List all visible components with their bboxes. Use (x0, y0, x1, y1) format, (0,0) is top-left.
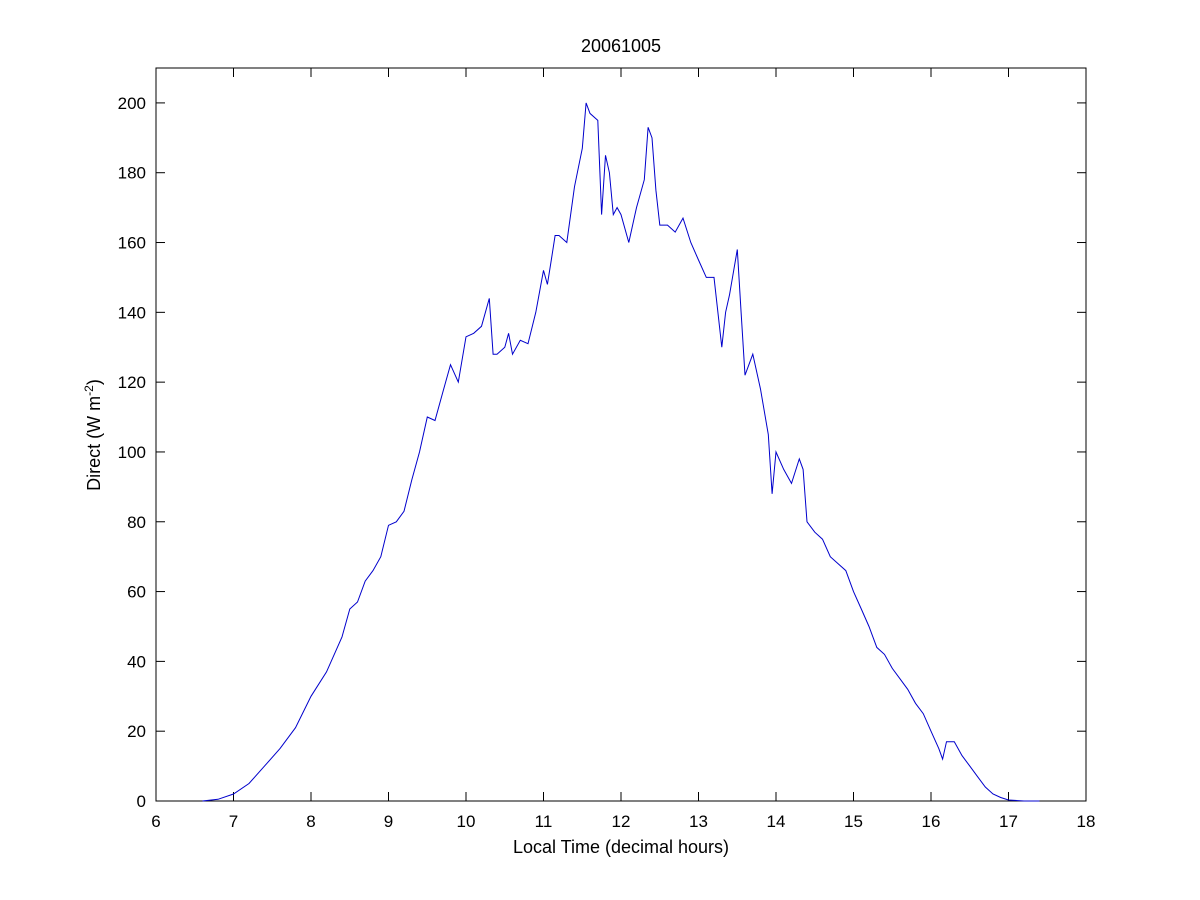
y-tick-label: 160 (118, 234, 146, 253)
y-tick-label: 180 (118, 164, 146, 183)
x-tick-label: 6 (151, 812, 160, 831)
y-tick-label: 200 (118, 94, 146, 113)
x-tick-label: 11 (535, 812, 553, 831)
y-axis-ticks: 0 20 40 60 80 100 120 140 160 180 200 (118, 94, 1086, 811)
x-tick-label: 8 (306, 812, 315, 831)
y-tick-label: 20 (127, 722, 146, 741)
y-tick-label: 0 (137, 792, 146, 811)
x-tick-label: 13 (689, 812, 708, 831)
x-axis-label: Local Time (decimal hours) (513, 837, 729, 857)
y-tick-label: 60 (127, 583, 146, 602)
x-tick-label: 12 (612, 812, 631, 831)
x-tick-label: 15 (844, 812, 863, 831)
x-tick-label: 9 (384, 812, 393, 831)
y-tick-label: 140 (118, 303, 146, 322)
y-axis-label: Direct (W m-2) (82, 379, 104, 491)
x-tick-label: 16 (922, 812, 941, 831)
x-tick-label: 10 (457, 812, 476, 831)
y-axis-label-superscript: -2 (82, 385, 96, 396)
y-axis-label-main: Direct (W m (84, 396, 104, 491)
y-tick-label: 120 (118, 373, 146, 392)
x-axis-ticks: 6 7 8 9 10 11 12 13 14 15 16 17 18 (151, 68, 1095, 831)
chart-title: 20061005 (581, 36, 661, 56)
y-tick-label: 40 (127, 652, 146, 671)
x-tick-label: 18 (1077, 812, 1096, 831)
direct-irradiance-line (202, 102, 1040, 802)
x-tick-label: 7 (229, 812, 238, 831)
x-tick-label: 14 (767, 812, 786, 831)
y-axis-label-close: ) (84, 379, 104, 385)
x-tick-label: 17 (999, 812, 1018, 831)
y-tick-label: 100 (118, 443, 146, 462)
y-tick-label: 80 (127, 513, 146, 532)
plot-area-frame (155, 67, 1087, 802)
